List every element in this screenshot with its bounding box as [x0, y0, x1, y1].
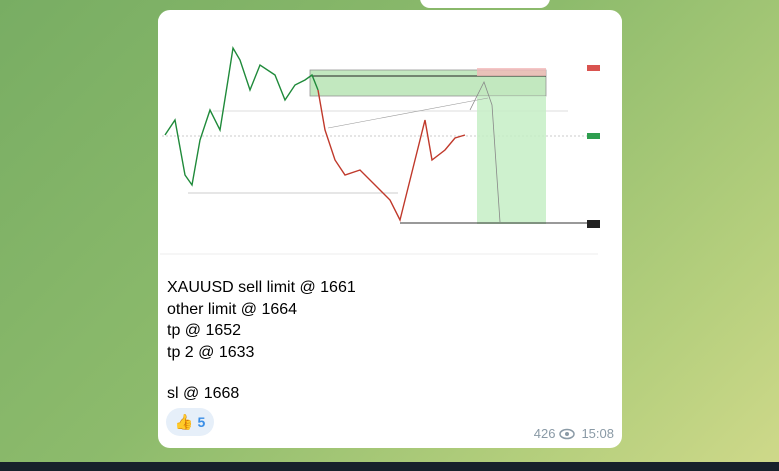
reaction[interactable]: 👍 5	[166, 408, 214, 436]
chart-image[interactable]	[158, 18, 622, 270]
message-line: other limit @ 1664	[167, 300, 298, 318]
message-text: XAUUSD sell limit @ 1661 other limit @ 1…	[167, 277, 356, 405]
eye-icon	[559, 428, 576, 439]
reaction-emoji: 👍	[174, 414, 194, 431]
message-bubble: XAUUSD sell limit @ 1661 other limit @ 1…	[158, 10, 622, 448]
message-line: tp @ 1652	[167, 322, 242, 339]
message-line: sl @ 1668	[167, 385, 240, 402]
previous-message	[420, 0, 550, 8]
message-time: 15:08	[581, 426, 614, 441]
message-meta: 426 15:08	[534, 426, 614, 441]
reaction-count: 5	[197, 414, 206, 430]
view-count: 426	[533, 426, 556, 441]
bottom-bar	[0, 462, 779, 471]
message-line: tp 2 @ 1633	[167, 343, 255, 361]
message-line: XAUUSD sell limit @ 1661	[167, 279, 356, 296]
